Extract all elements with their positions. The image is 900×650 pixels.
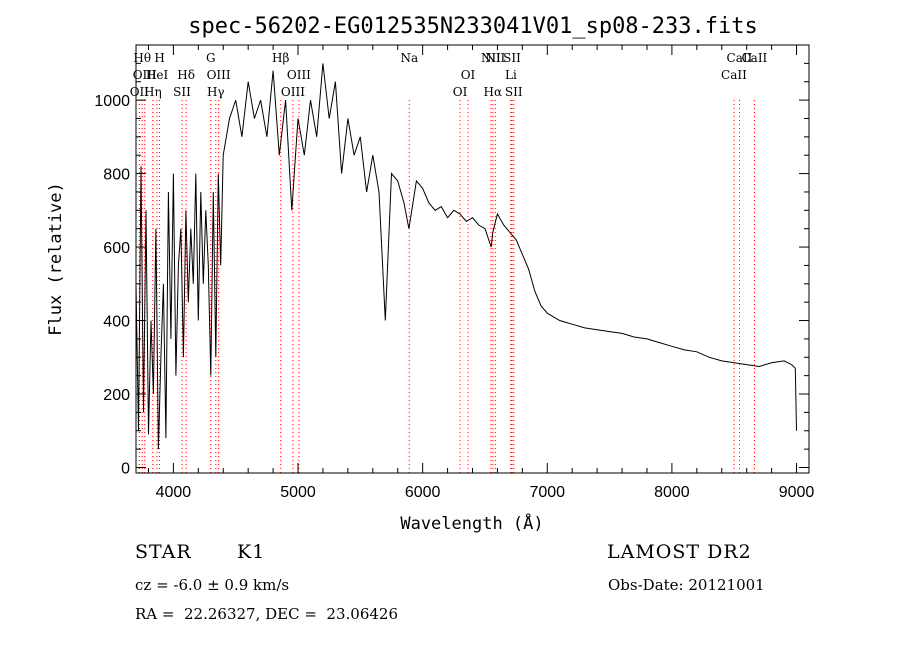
line-marker-label: OII xyxy=(130,85,150,99)
line-marker-label: NII xyxy=(481,51,501,65)
sky-coordinates: RA = 22.26327, DEC = 23.06426 xyxy=(135,605,399,623)
x-tick-label: 7000 xyxy=(529,484,565,501)
y-tick-label: 200 xyxy=(103,387,130,404)
line-marker-label: OI xyxy=(461,68,476,82)
redshift-readout: cz = -6.0 ± 0.9 km/s xyxy=(135,576,290,594)
x-axis-label: Wavelength (Å) xyxy=(400,512,543,534)
line-marker-label: Hγ xyxy=(207,85,225,99)
line-marker-label: Hα xyxy=(484,85,503,99)
line-marker-label: Hβ xyxy=(272,51,289,65)
x-tick-label: 9000 xyxy=(779,484,815,501)
y-tick-label: 400 xyxy=(103,314,130,331)
data-release: LAMOST DR2 xyxy=(607,541,752,563)
axes: 4000 5000 6000 7000 8000 9000 0 200 400 600 800 100… xyxy=(94,45,814,501)
x-tick-label: 8000 xyxy=(654,484,690,501)
chart-title: spec-56202-EG012535N233041V01_sp08-233.f… xyxy=(188,14,758,39)
emission-line-markers: OII Hθ OIII Hη HeI H SII Hδ G Hγ OIII Hβ OIII OIII Na O… xyxy=(130,51,768,473)
x-tick-label: 4000 xyxy=(156,484,192,501)
observation-date: Obs-Date: 20121001 xyxy=(608,576,765,594)
line-marker-label: OIII xyxy=(287,68,311,82)
y-tick-label: 800 xyxy=(103,167,130,184)
line-marker-label: CaII xyxy=(727,51,753,65)
line-marker-label: Hδ xyxy=(177,68,195,82)
line-marker-label: Li xyxy=(505,68,517,82)
line-marker-label: OIII xyxy=(281,85,305,99)
line-marker-label: CaII xyxy=(721,68,747,82)
line-marker-label: Na xyxy=(400,51,418,65)
line-marker-label: OIII xyxy=(207,68,231,82)
line-marker-label: NII xyxy=(485,51,505,65)
y-axis-label: Flux (relative) xyxy=(46,182,66,336)
object-class: STAR xyxy=(135,541,192,563)
line-marker-label: SII xyxy=(505,85,523,99)
line-marker-label: G xyxy=(206,51,216,65)
line-marker-label: OIII xyxy=(133,68,157,82)
y-tick-label: 600 xyxy=(103,240,130,257)
line-marker-label: Hη xyxy=(144,85,162,99)
line-marker-label: Hθ xyxy=(133,51,151,65)
line-marker-label: H xyxy=(154,51,164,65)
x-tick-label: 6000 xyxy=(405,484,441,501)
y-tick-label: 1000 xyxy=(94,93,130,110)
line-marker-label: CaII xyxy=(741,51,767,65)
object-subclass: K1 xyxy=(237,541,266,563)
x-tick-label: 5000 xyxy=(280,484,316,501)
spectrum-line xyxy=(135,63,797,450)
line-marker-label: OI xyxy=(453,85,468,99)
line-marker-label: SII xyxy=(503,51,521,65)
line-marker-label: HeI xyxy=(146,68,169,82)
line-marker-label: SII xyxy=(173,85,191,99)
y-tick-label: 0 xyxy=(121,460,130,477)
